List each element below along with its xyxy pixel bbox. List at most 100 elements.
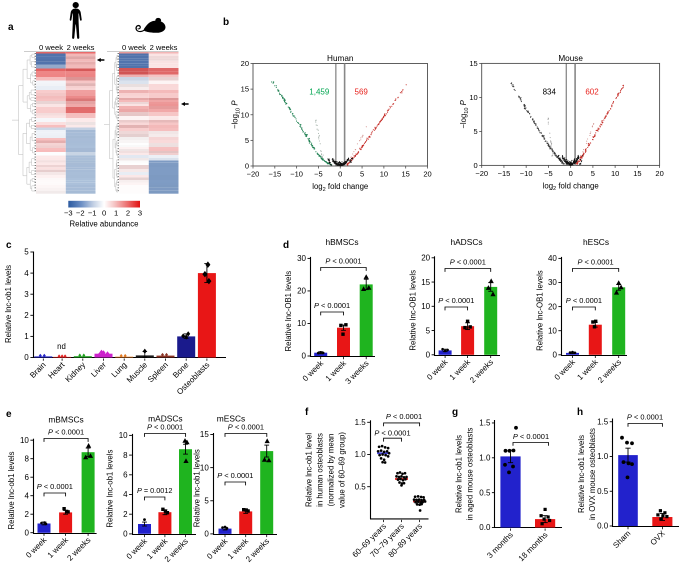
svg-text:−2: −2 xyxy=(76,208,85,217)
svg-text:20: 20 xyxy=(297,287,306,296)
svg-text:0 week: 0 week xyxy=(122,43,146,52)
svg-text:5: 5 xyxy=(245,136,249,145)
svg-text:10: 10 xyxy=(548,326,557,335)
svg-text:b: b xyxy=(223,17,229,28)
svg-text:P < 0.0001: P < 0.0001 xyxy=(314,301,350,310)
svg-text:0: 0 xyxy=(338,170,342,179)
svg-text:log2 fold change: log2 fold change xyxy=(543,181,599,192)
svg-text:f: f xyxy=(305,407,309,418)
svg-text:Sham: Sham xyxy=(611,529,632,550)
svg-text:834: 834 xyxy=(543,87,557,96)
svg-text:5: 5 xyxy=(24,248,29,257)
svg-text:15: 15 xyxy=(200,430,209,439)
svg-text:Relative lnc-OB1 levels: Relative lnc-OB1 levels xyxy=(409,270,418,351)
svg-text:1.5: 1.5 xyxy=(597,417,609,426)
svg-text:hESCs: hESCs xyxy=(583,237,609,247)
svg-text:Relative lnc-ob1 levels: Relative lnc-ob1 levels xyxy=(4,265,13,343)
svg-text:P < 0.0001: P < 0.0001 xyxy=(37,482,73,491)
svg-text:−10: −10 xyxy=(290,170,303,179)
svg-text:−log10 P: −log10 P xyxy=(231,100,242,129)
svg-text:0: 0 xyxy=(123,530,128,539)
svg-text:in aged mouse osteoblasts: in aged mouse osteoblasts xyxy=(466,428,475,521)
svg-text:3 months: 3 months xyxy=(485,530,515,560)
svg-text:Liver: Liver xyxy=(89,360,108,379)
svg-text:in human osteoblasts: in human osteoblasts xyxy=(316,433,325,507)
svg-text:Relative lnc-ob1 levels: Relative lnc-ob1 levels xyxy=(106,450,115,528)
svg-text:−1: −1 xyxy=(88,208,97,217)
svg-text:P < 0.0001: P < 0.0001 xyxy=(147,423,183,432)
svg-text:15: 15 xyxy=(402,170,410,179)
svg-text:c: c xyxy=(6,240,12,251)
svg-text:5: 5 xyxy=(360,170,364,179)
svg-text:10: 10 xyxy=(469,93,477,102)
svg-text:0: 0 xyxy=(426,351,431,360)
svg-text:3 weeks: 3 weeks xyxy=(343,359,370,386)
svg-text:2: 2 xyxy=(24,311,29,320)
svg-text:10: 10 xyxy=(119,431,128,440)
svg-text:15: 15 xyxy=(421,278,430,287)
svg-text:4: 4 xyxy=(24,491,29,500)
svg-text:18 months: 18 months xyxy=(517,530,550,563)
svg-text:Relative lnc-ob1 levels: Relative lnc-ob1 levels xyxy=(577,435,586,513)
svg-text:Spleen: Spleen xyxy=(146,360,170,384)
svg-text:1: 1 xyxy=(24,332,29,341)
svg-text:2 weeks: 2 weeks xyxy=(65,536,92,563)
svg-text:0.5: 0.5 xyxy=(355,482,367,491)
svg-text:0 week: 0 week xyxy=(301,358,326,383)
svg-text:mESCs: mESCs xyxy=(217,414,245,424)
svg-text:P < 0.0001: P < 0.0001 xyxy=(627,413,663,422)
svg-text:0: 0 xyxy=(569,169,573,178)
svg-text:3: 3 xyxy=(138,208,142,217)
svg-text:Relative lnc-ob1 levels: Relative lnc-ob1 levels xyxy=(193,449,202,527)
svg-text:5: 5 xyxy=(591,169,595,178)
svg-text:−10: −10 xyxy=(520,169,533,178)
svg-text:d: d xyxy=(283,240,289,251)
svg-text:P < 0.0001: P < 0.0001 xyxy=(566,296,602,305)
svg-text:10: 10 xyxy=(380,170,388,179)
svg-text:0 week: 0 week xyxy=(425,357,450,382)
svg-text:2 weeks: 2 weeks xyxy=(596,358,623,385)
svg-text:0.0: 0.0 xyxy=(597,522,609,531)
svg-text:2: 2 xyxy=(126,208,130,217)
svg-text:0: 0 xyxy=(24,528,29,537)
svg-text:P = 0.0012: P = 0.0012 xyxy=(137,486,173,495)
svg-text:−15: −15 xyxy=(268,170,281,179)
svg-text:in OVX mouse osteoblasts: in OVX mouse osteoblasts xyxy=(588,428,597,520)
svg-text:15: 15 xyxy=(469,59,477,68)
svg-text:2: 2 xyxy=(123,510,128,519)
svg-text:nd: nd xyxy=(57,342,66,351)
svg-text:e: e xyxy=(6,409,12,420)
svg-text:5: 5 xyxy=(204,496,209,505)
svg-text:10: 10 xyxy=(200,463,209,472)
svg-text:4: 4 xyxy=(24,269,29,278)
svg-text:hADSCs: hADSCs xyxy=(450,237,482,247)
svg-text:20: 20 xyxy=(421,254,430,263)
svg-text:1,459: 1,459 xyxy=(309,88,330,97)
svg-text:10: 10 xyxy=(297,319,306,328)
svg-text:0 week: 0 week xyxy=(205,536,230,561)
svg-text:8: 8 xyxy=(123,451,128,460)
svg-text:−5: −5 xyxy=(544,169,553,178)
svg-text:20: 20 xyxy=(241,59,249,68)
svg-text:1.5: 1.5 xyxy=(355,418,367,427)
svg-text:Relative lnc-OB1 levels: Relative lnc-OB1 levels xyxy=(284,271,293,352)
svg-text:10: 10 xyxy=(241,110,249,119)
svg-text:Relative lnc-OB1 levels: Relative lnc-OB1 levels xyxy=(536,270,545,351)
svg-text:5: 5 xyxy=(474,127,478,136)
svg-text:2 weeks: 2 weeks xyxy=(67,43,95,52)
svg-text:value of 60–69 group): value of 60–69 group) xyxy=(338,432,347,508)
svg-text:mADSCs: mADSCs xyxy=(148,414,182,424)
svg-text:1.0: 1.0 xyxy=(355,450,367,459)
svg-text:15: 15 xyxy=(633,169,641,178)
svg-text:h: h xyxy=(577,407,583,418)
svg-text:Relative abundance: Relative abundance xyxy=(70,219,139,228)
svg-text:P < 0.0001: P < 0.0001 xyxy=(577,258,613,267)
svg-text:Human: Human xyxy=(327,54,354,63)
svg-text:0: 0 xyxy=(24,353,29,362)
svg-text:5: 5 xyxy=(426,326,431,335)
svg-text:0 week: 0 week xyxy=(24,535,49,560)
svg-text:P < 0.0001: P < 0.0001 xyxy=(386,412,422,421)
svg-text:P < 0.0001: P < 0.0001 xyxy=(325,257,361,266)
svg-text:2 weeks: 2 weeks xyxy=(468,358,495,385)
svg-text:2 weeks: 2 weeks xyxy=(244,537,271,564)
